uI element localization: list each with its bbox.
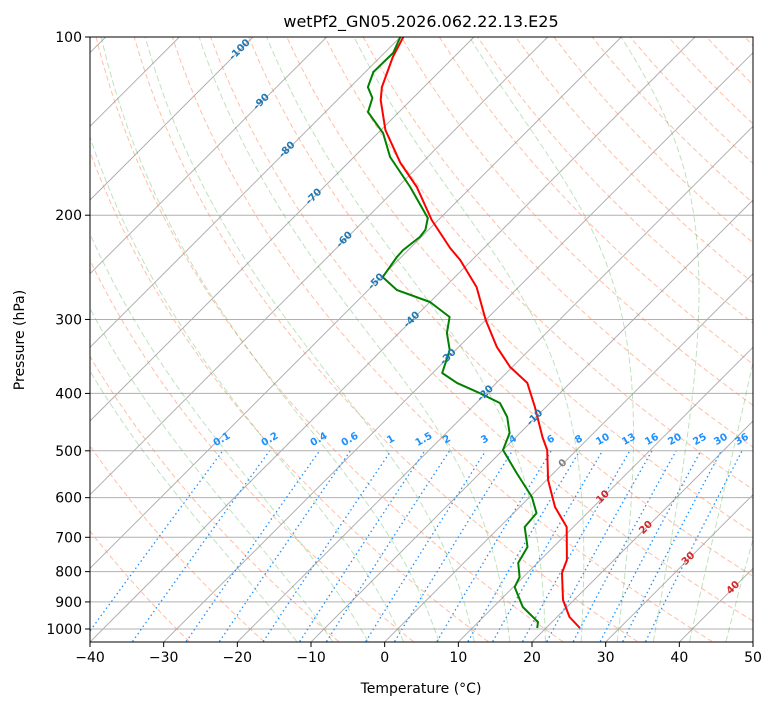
dry-adiabat-line (249, 37, 775, 642)
plot-frame (90, 37, 753, 642)
dry-adiabat-line (554, 37, 775, 642)
mixing-ratio-label: 1.5 (414, 431, 435, 449)
mixing-ratio-line (547, 451, 652, 642)
x-tick-label: −10 (296, 650, 326, 666)
dewpoint-profile-line (368, 37, 538, 628)
isotherm-line (17, 37, 622, 642)
dry-adiabat-line (0, 37, 189, 642)
isotherm-line (0, 37, 400, 642)
background-lines (0, 37, 775, 642)
mixing-ratio-label: 8 (573, 433, 585, 446)
mixing-ratio-line (327, 451, 450, 642)
dry-adiabat-line (592, 37, 775, 642)
dry-adiabat-line (172, 37, 712, 642)
mixing-ratio-label: 0.6 (340, 431, 361, 449)
y-tick-label: 100 (55, 30, 82, 46)
chart-title: wetPf2_GN05.2026.062.22.13.E25 (283, 12, 558, 32)
dry-adiabat-line (668, 37, 775, 642)
y-tick-label: 200 (55, 208, 82, 224)
dry-adiabat-line (58, 37, 488, 642)
isotherm-line (459, 37, 775, 642)
dry-adiabat-line (20, 37, 414, 642)
mixing-ratio-label: 30 (712, 432, 730, 449)
dry-adiabat-line (0, 37, 264, 642)
mixing-ratio-label: 20 (666, 432, 684, 449)
isotherm-line (0, 37, 548, 642)
isotherm-line (385, 37, 775, 642)
y-tick-label: 600 (55, 491, 82, 507)
dry-adiabat-line (745, 37, 775, 642)
isotherm-line (90, 37, 695, 642)
mixing-ratio-line (300, 451, 425, 642)
dry-adiabat-line (478, 37, 775, 642)
isotherm-line (0, 37, 327, 642)
mixing-ratio-label: 16 (643, 432, 661, 449)
moist-adiabat-line (726, 37, 775, 642)
moist-adiabat-line (5, 37, 333, 642)
isotherm-line (753, 37, 775, 642)
moist-adiabat-line (64, 37, 403, 642)
moist-adiabat-line (0, 37, 297, 642)
x-tick-label: 50 (744, 650, 762, 666)
dry-adiabat-line (707, 37, 775, 642)
x-tick-label: 30 (597, 650, 615, 666)
mixing-ratio-label: 2 (441, 433, 453, 446)
mixing-ratio-label: 10 (594, 432, 612, 449)
y-tick-label: 500 (55, 444, 82, 460)
isotherm-line (532, 37, 775, 642)
mixing-ratio-line (600, 451, 701, 642)
mixing-ratio-label: 6 (545, 433, 557, 446)
mixing-ratio-label: 25 (691, 432, 709, 449)
mixing-ratio-label: 36 (733, 432, 751, 449)
mixing-ratio-line (219, 451, 350, 642)
mixing-ratio-line (623, 451, 722, 642)
dry-adiabat-line (363, 37, 775, 642)
x-tick-label: −20 (223, 650, 253, 666)
moist-adiabat-line (33, 37, 368, 642)
x-tick-label: 10 (449, 650, 467, 666)
isotherm-line (164, 37, 769, 642)
mixing-ratio-line (395, 451, 513, 642)
x-tick-label: 0 (380, 650, 389, 666)
y-tick-label: 800 (55, 565, 82, 581)
isotherm-line (0, 37, 474, 642)
y-tick-label: 400 (55, 386, 82, 402)
mixing-ratio-line (573, 451, 676, 642)
y-tick-label: 1000 (46, 622, 82, 638)
moist-adiabat-line (101, 37, 439, 642)
y-tick-label: 300 (55, 312, 82, 328)
x-axis-label: Temperature (°C) (360, 681, 482, 697)
x-tick-label: −40 (75, 650, 105, 666)
x-tick-label: 40 (670, 650, 688, 666)
isotherm-line (680, 37, 775, 642)
dry-adiabat-line (0, 37, 339, 642)
x-tick-label: 20 (523, 650, 541, 666)
y-tick-label: 700 (55, 530, 82, 546)
isotherm-line (0, 37, 253, 642)
mixing-ratio-label: 3 (479, 433, 491, 446)
mixing-ratio-line (82, 451, 222, 642)
mixing-ratio-label: 1 (385, 433, 397, 446)
moist-adiabat-line (690, 37, 775, 642)
x-tick-label: −30 (149, 650, 179, 666)
y-tick-label: 900 (55, 595, 82, 611)
mixing-ratio-label: 13 (620, 432, 638, 449)
mixing-ratio-line (263, 451, 391, 642)
mixing-ratio-label: 0.4 (309, 431, 330, 449)
isotherm-line (311, 37, 775, 642)
mixing-ratio-line (646, 451, 743, 642)
y-axis-label: Pressure (hPa) (12, 290, 28, 390)
